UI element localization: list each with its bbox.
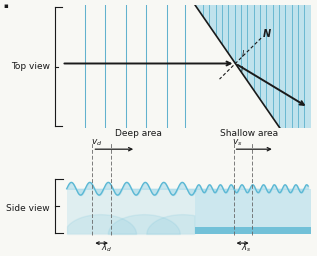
Text: Top view: Top view [11,62,50,71]
Bar [195,227,311,234]
Text: $v_d$: $v_d$ [91,137,102,148]
Text: $v_s$: $v_s$ [232,137,243,148]
Text: N: N [263,28,271,39]
Text: ▪: ▪ [3,3,8,9]
Text: Side view: Side view [6,204,50,213]
Polygon shape [195,5,311,128]
Text: I: I [241,66,243,75]
Bar [67,189,195,234]
Text: Deep area: Deep area [115,129,162,138]
Text: Shallow area: Shallow area [220,129,278,138]
Text: I: I [242,50,244,59]
Bar [195,189,311,227]
Text: $\lambda_d$: $\lambda_d$ [101,242,112,254]
Text: $\lambda_s$: $\lambda_s$ [241,242,252,254]
